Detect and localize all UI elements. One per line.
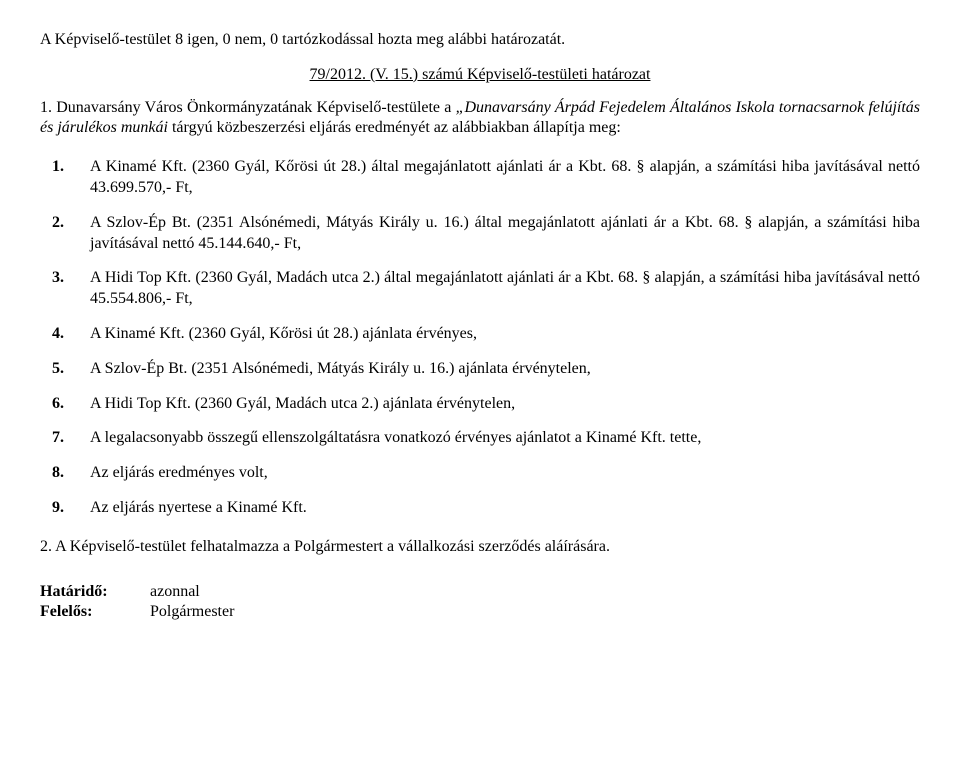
list-item-text: A Szlov-Ép Bt. (2351 Alsónémedi, Mátyás … bbox=[90, 359, 920, 380]
list-item-number: 5. bbox=[40, 359, 90, 380]
responsible-value: Polgármester bbox=[150, 602, 234, 623]
resolution-number: 79/2012. (V. 15.) számú Képviselő-testül… bbox=[310, 66, 651, 83]
deadline-row: Határidő: azonnal bbox=[40, 582, 920, 603]
paragraph-2: 2. A Képviselő-testület felhatalmazza a … bbox=[40, 537, 920, 558]
list-item-text: A Hidi Top Kft. (2360 Gyál, Madách utca … bbox=[90, 394, 920, 415]
responsible-label: Felelős: bbox=[40, 602, 150, 623]
deadline-value: azonnal bbox=[150, 582, 200, 603]
list-item: 6.A Hidi Top Kft. (2360 Gyál, Madách utc… bbox=[40, 394, 920, 415]
intro-text: A Képviselő-testület 8 igen, 0 nem, 0 ta… bbox=[40, 30, 920, 51]
list-item: 4.A Kinamé Kft. (2360 Gyál, Kőrösi út 28… bbox=[40, 324, 920, 345]
list-item-number: 9. bbox=[40, 498, 90, 519]
list-item: 2.A Szlov-Ép Bt. (2351 Alsónémedi, Mátyá… bbox=[40, 213, 920, 255]
list-item: 1.A Kinamé Kft. (2360 Gyál, Kőrösi út 28… bbox=[40, 157, 920, 199]
list-item: 5.A Szlov-Ép Bt. (2351 Alsónémedi, Mátyá… bbox=[40, 359, 920, 380]
list-item: 8.Az eljárás eredményes volt, bbox=[40, 463, 920, 484]
list-item-text: A Kinamé Kft. (2360 Gyál, Kőrösi út 28.)… bbox=[90, 157, 920, 199]
para1-prefix: 1. Dunavarsány Város Önkormányzatának Ké… bbox=[40, 99, 456, 116]
list-item: 3.A Hidi Top Kft. (2360 Gyál, Madách utc… bbox=[40, 268, 920, 310]
list-item-text: Az eljárás eredményes volt, bbox=[90, 463, 920, 484]
list-item-text: A Hidi Top Kft. (2360 Gyál, Madách utca … bbox=[90, 268, 920, 310]
list-item-number: 3. bbox=[40, 268, 90, 310]
list-item: 9.Az eljárás nyertese a Kinamé Kft. bbox=[40, 498, 920, 519]
responsible-row: Felelős: Polgármester bbox=[40, 602, 920, 623]
list-item-text: A Szlov-Ép Bt. (2351 Alsónémedi, Mátyás … bbox=[90, 213, 920, 255]
list-item-text: Az eljárás nyertese a Kinamé Kft. bbox=[90, 498, 920, 519]
deadline-label: Határidő: bbox=[40, 582, 150, 603]
list-item-number: 2. bbox=[40, 213, 90, 255]
numbered-list: 1.A Kinamé Kft. (2360 Gyál, Kőrösi út 28… bbox=[40, 157, 920, 519]
list-item-number: 8. bbox=[40, 463, 90, 484]
para1-suffix: tárgyú közbeszerzési eljárás eredményét … bbox=[168, 119, 621, 136]
list-item-number: 7. bbox=[40, 428, 90, 449]
list-item-number: 1. bbox=[40, 157, 90, 199]
list-item-text: A legalacsonyabb összegű ellenszolgáltat… bbox=[90, 428, 920, 449]
list-item: 7.A legalacsonyabb összegű ellenszolgált… bbox=[40, 428, 920, 449]
list-item-text: A Kinamé Kft. (2360 Gyál, Kőrösi út 28.)… bbox=[90, 324, 920, 345]
paragraph-1: 1. Dunavarsány Város Önkormányzatának Ké… bbox=[40, 98, 920, 140]
list-item-number: 6. bbox=[40, 394, 90, 415]
list-item-number: 4. bbox=[40, 324, 90, 345]
